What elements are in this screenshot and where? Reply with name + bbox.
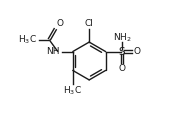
Text: O: O xyxy=(56,19,63,28)
Text: O: O xyxy=(134,47,141,56)
Text: H$_3$C: H$_3$C xyxy=(63,84,82,97)
Text: H$_3$C: H$_3$C xyxy=(19,34,37,46)
Text: Cl: Cl xyxy=(85,19,94,28)
Text: NH: NH xyxy=(47,47,60,56)
Text: O: O xyxy=(119,64,125,73)
Text: S: S xyxy=(119,47,125,56)
Text: NH$_2$: NH$_2$ xyxy=(113,31,132,44)
